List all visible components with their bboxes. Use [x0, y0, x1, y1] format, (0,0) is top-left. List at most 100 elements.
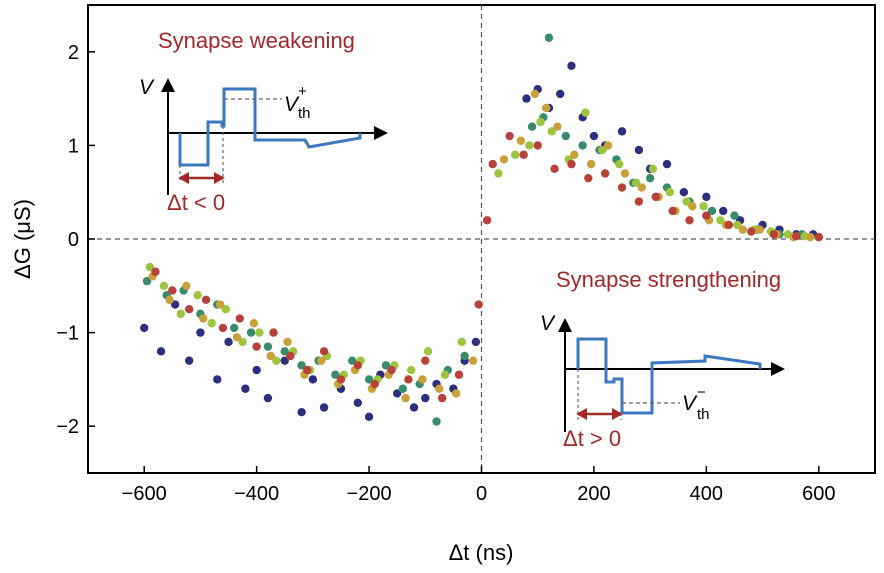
dt-left-arrowhead-r — [214, 172, 225, 184]
data-point — [421, 356, 430, 365]
axis-ticks: −600 −400 −200 0 200 400 600 −2 −1 0 1 2 — [56, 42, 835, 505]
x-tick-label: 200 — [577, 483, 610, 505]
data-point — [730, 211, 739, 220]
data-point — [544, 33, 554, 42]
data-point — [353, 398, 363, 407]
data-point — [421, 393, 430, 403]
data-point — [561, 131, 571, 141]
data-point — [634, 197, 644, 206]
dt-left-arrowhead-l — [178, 172, 189, 184]
data-point — [806, 232, 815, 242]
data-point — [249, 319, 259, 328]
data-point — [308, 375, 318, 384]
data-point — [457, 337, 467, 347]
data-point — [435, 384, 444, 393]
inset2-pulse-waveform — [576, 337, 762, 415]
data-point — [263, 393, 273, 403]
y-tick-label: 1 — [68, 135, 79, 157]
synapse-weakening-label: Synapse weakening — [158, 28, 355, 53]
data-point — [567, 61, 576, 71]
data-point — [142, 276, 152, 286]
y-axis-label: ΔG (μS) — [10, 199, 35, 279]
inset-t-arrow — [374, 126, 388, 140]
data-point — [283, 337, 292, 347]
data-point — [570, 150, 579, 159]
x-tick-label: −400 — [234, 483, 279, 505]
data-point — [586, 159, 596, 169]
y-tick-label: 0 — [68, 229, 79, 251]
data-point — [454, 370, 464, 379]
data-point — [598, 145, 607, 155]
data-point — [668, 206, 677, 216]
vth-minus-sub: th — [697, 406, 710, 423]
data-point — [547, 127, 556, 136]
data-point — [738, 225, 748, 234]
vth-plus-label: V — [284, 93, 300, 116]
data-point — [404, 375, 413, 384]
data-point — [634, 145, 644, 155]
data-point — [617, 183, 627, 192]
data-point — [364, 412, 374, 422]
data-point — [617, 127, 627, 136]
data-point — [702, 192, 711, 202]
data-point — [418, 375, 427, 384]
weakening-inset: V V th + Δt < 0 — [139, 76, 388, 215]
data-point — [769, 230, 779, 239]
data-point — [151, 267, 160, 276]
data-point — [159, 281, 169, 290]
data-point — [317, 356, 326, 365]
data-point — [553, 122, 562, 131]
data-point — [556, 89, 565, 99]
data-point — [460, 351, 469, 361]
data-point — [303, 365, 312, 375]
data-point — [297, 407, 306, 417]
data-point — [505, 131, 514, 141]
data-point — [814, 232, 823, 242]
data-point — [297, 361, 306, 370]
data-point — [252, 342, 261, 351]
data-point — [550, 164, 559, 173]
data-point — [331, 370, 340, 379]
dt-right-arrowhead-r — [612, 408, 623, 420]
data-point — [213, 375, 222, 384]
synapse-strengthening-label: Synapse strengthening — [556, 267, 781, 292]
data-point — [733, 220, 742, 230]
data-point — [536, 117, 545, 127]
vth-minus-sup: − — [697, 384, 706, 401]
data-point — [370, 379, 379, 389]
data-point — [499, 155, 509, 164]
data-point — [584, 173, 593, 183]
data-point — [437, 393, 447, 403]
data-point — [685, 216, 694, 225]
inset-v-arrow — [161, 78, 175, 92]
data-point — [432, 417, 441, 426]
data-point — [336, 375, 346, 384]
inset-pulse-waveform — [178, 87, 362, 167]
data-point — [665, 188, 675, 197]
data-point — [482, 216, 492, 225]
inset2-t-arrow — [771, 362, 785, 376]
inset2-v-arrow — [558, 318, 572, 332]
data-point — [637, 183, 646, 192]
x-tick-label: −600 — [122, 483, 167, 505]
data-point — [688, 202, 697, 211]
data-point — [252, 365, 261, 375]
x-tick-label: 600 — [802, 483, 835, 505]
data-points — [140, 33, 823, 426]
data-point — [215, 300, 225, 309]
data-point — [246, 328, 256, 337]
data-point — [522, 94, 531, 103]
data-point — [392, 389, 402, 398]
data-point — [255, 328, 264, 337]
data-point — [207, 319, 216, 328]
data-point — [631, 178, 641, 188]
data-point — [364, 375, 374, 384]
data-point — [387, 365, 396, 375]
data-point — [232, 333, 242, 342]
data-point — [238, 337, 247, 347]
data-point — [182, 281, 191, 290]
y-tick-label: −1 — [56, 323, 79, 345]
data-point — [423, 347, 433, 356]
data-point — [286, 351, 295, 361]
data-point — [511, 150, 520, 159]
